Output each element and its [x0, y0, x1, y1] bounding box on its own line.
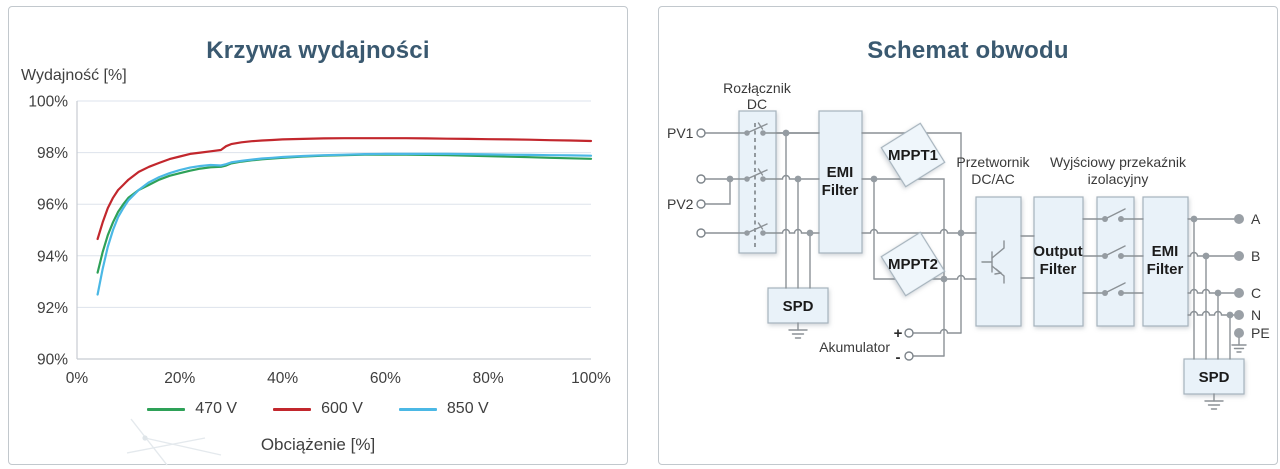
x-tick-label: 100%	[571, 370, 611, 387]
ground-icon-spd2	[1204, 393, 1224, 410]
relay-label-1: Wyjściowy przekaźnik	[1050, 154, 1187, 170]
y-tick-label: 96%	[37, 197, 68, 214]
y-tick-label: 100%	[28, 94, 68, 111]
relay-pole-3	[1102, 282, 1126, 296]
transistor-icon	[981, 240, 1005, 284]
mppt2-block: MPPT2	[880, 231, 946, 297]
pv1-neg-terminal	[696, 174, 706, 184]
ground-icon-spd1	[788, 322, 808, 339]
terminal-n	[1234, 310, 1244, 320]
output-terminals	[1234, 214, 1244, 338]
x-axis-label: Obciążenie [%]	[260, 435, 376, 454]
dc-disconnect-label-1: Rozłącznik	[723, 80, 792, 96]
circuit-diagram-panel: Schemat obwodu	[658, 6, 1278, 465]
terminal-a-label: A	[1251, 211, 1261, 227]
terminal-c	[1234, 288, 1244, 298]
input-terminals	[696, 128, 914, 361]
pv2-terminal	[696, 199, 706, 209]
legend-swatch	[273, 407, 312, 411]
legend-item-850-v: 850 V	[398, 400, 489, 418]
x-tick-label: 0%	[66, 370, 89, 387]
efficiency-chart-svg: 100% 98% 96% 94% 92% 90%0% 20% 40% 60% 80% 100%	[28, 94, 611, 388]
relay-poles	[1102, 208, 1126, 296]
spd-2-box	[1183, 358, 1245, 395]
dc-disconnect-label-2: DC	[747, 96, 767, 112]
relay-label-2: izolacyjny	[1088, 171, 1149, 187]
x-tick-label: 80%	[473, 370, 504, 387]
watermark-doodle	[126, 418, 222, 466]
circuit-title: Schemat obwodu	[867, 37, 1069, 64]
x-tick-label: 20%	[164, 370, 195, 387]
emi-filter-1-label-2: Filter	[822, 182, 859, 199]
legend-item-600-v: 600 V	[273, 400, 363, 418]
legend-swatch	[398, 407, 437, 411]
x-tick-label: 60%	[370, 370, 401, 387]
emi-filter-2-label-2: Filter	[1147, 261, 1184, 278]
legend-label: 850 V	[446, 400, 489, 417]
terminal-b-label: B	[1251, 248, 1260, 264]
y-tick-label: 90%	[37, 352, 68, 369]
pv2-label: PV2	[667, 196, 694, 212]
x-tick-label: 40%	[267, 370, 298, 387]
terminal-c-label: C	[1251, 285, 1261, 301]
legend-label: 600 V	[321, 400, 363, 417]
terminal-b	[1234, 251, 1244, 261]
legend-swatch	[147, 407, 186, 411]
inverter-label-1: Przetwornik	[956, 154, 1030, 170]
efficiency-chart-panel: 100% 98% 96% 94% 92% 90% 0% 20% 40% 60% 80% 100% Kr…	[8, 6, 628, 466]
pv1-label: PV1	[667, 125, 694, 141]
y-axis-label: Wydajność [%]	[21, 67, 127, 84]
legend-label: 470 V	[195, 400, 238, 417]
pv1-terminal	[696, 128, 706, 138]
dc-switch-pole-3	[744, 222, 768, 236]
inverter-label-2: DC/AC	[971, 171, 1015, 187]
terminal-a	[1234, 214, 1244, 224]
mppt2-label: MPPT2	[888, 256, 938, 273]
spd-2-label: SPD	[1199, 369, 1230, 386]
terminal-n-label: N	[1251, 307, 1261, 323]
ground-icon-pe	[1231, 337, 1247, 353]
output-filter-box	[1033, 196, 1084, 327]
dc-switch-pole-2	[744, 168, 768, 182]
battery-minus-terminal	[904, 351, 914, 361]
legend-item-470-v: 470 V	[147, 400, 237, 418]
y-tick-label: 94%	[37, 248, 68, 265]
battery-minus-sign: -	[896, 349, 901, 366]
dc-switch-pole-1	[744, 122, 768, 136]
battery-plus-terminal	[904, 328, 914, 338]
output-filter-label-2: Filter	[1040, 261, 1077, 278]
series-line-850-v	[96, 152, 593, 296]
battery-label: Akumulator	[819, 339, 890, 355]
chart-legend: 470 V 600 V 850 V	[9, 400, 627, 418]
spd-1-box	[767, 287, 829, 324]
battery-plus-sign: +	[894, 325, 903, 342]
spd-1-label: SPD	[783, 298, 814, 315]
mppt1-label: MPPT1	[888, 147, 938, 164]
emi-filter-1-label-1: EMI	[827, 164, 854, 181]
circuit-diagram-svg: MPPT1 MPPT2	[667, 80, 1270, 410]
wires	[704, 132, 1236, 360]
emi-filter-2-label-1: EMI	[1152, 243, 1179, 260]
series-line-600-v	[96, 137, 593, 241]
isolation-relay-box	[1096, 196, 1135, 327]
dc-switch-poles	[744, 122, 768, 247]
chart-title: Krzywa wydajności	[206, 37, 430, 64]
relay-pole-2	[1102, 245, 1126, 259]
y-tick-label: 98%	[37, 145, 68, 162]
relay-pole-1	[1102, 208, 1126, 222]
emi-filter-1-box	[818, 110, 863, 254]
pv2-neg-terminal	[696, 228, 706, 238]
terminal-pe-label: PE	[1251, 325, 1270, 341]
output-filter-label-1: Output	[1033, 243, 1082, 260]
y-tick-label: 92%	[37, 300, 68, 317]
terminal-pe	[1234, 328, 1244, 338]
mppt1-block: MPPT1	[880, 122, 946, 188]
emi-filter-2-box	[1142, 196, 1189, 327]
junction-dots	[726, 129, 1234, 319]
